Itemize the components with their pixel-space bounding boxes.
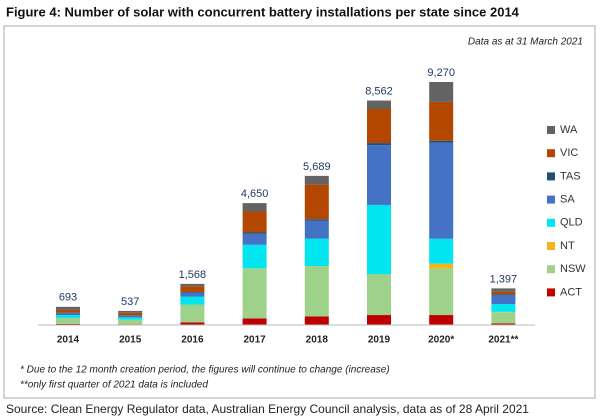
- bar-segment: [56, 309, 80, 313]
- bar-segment: [429, 140, 454, 143]
- legend-swatch: [547, 149, 555, 158]
- bar-segment: [56, 306, 80, 310]
- bar-segment: [242, 211, 267, 233]
- bar-segment: [56, 323, 80, 325]
- footnote: **only first quarter of 2021 data is inc…: [20, 380, 208, 391]
- total-label: 1,397: [490, 273, 518, 285]
- bar-segment: [304, 219, 329, 221]
- bar-segment: [367, 204, 391, 275]
- bar-segment: [367, 274, 391, 316]
- legend-label: TAS: [560, 170, 581, 182]
- bar-segment: [180, 283, 205, 287]
- bar-segment: [429, 238, 454, 264]
- bar-segment: [304, 184, 329, 220]
- legend-swatch: [547, 265, 555, 274]
- bar-segment: [491, 288, 516, 292]
- bar-segment: [118, 317, 143, 320]
- total-label: 537: [121, 296, 139, 308]
- bar-segment: [367, 143, 391, 146]
- bar-segment: [429, 263, 454, 269]
- bar-segment: [118, 319, 143, 325]
- bar-segment: [429, 82, 454, 102]
- x-tick-label: 2014: [57, 335, 80, 346]
- bar-segment: [118, 310, 143, 313]
- bar-segment: [180, 296, 205, 305]
- bar-segment: [429, 142, 454, 239]
- legend-swatch: [547, 195, 555, 204]
- footnote: * Due to the 12 month creation period, t…: [20, 365, 390, 376]
- x-tick-label: 2018: [306, 335, 329, 346]
- bar-segment: [56, 317, 80, 324]
- x-tick-label: 2020*: [428, 335, 454, 346]
- legend-label: ACT: [560, 286, 582, 298]
- legend-label: NT: [560, 240, 575, 252]
- bar-segment: [304, 238, 329, 267]
- bar-segment: [180, 322, 205, 325]
- subtitle: Data as at 31 March 2021: [468, 37, 583, 48]
- total-label: 9,270: [427, 67, 455, 79]
- bar-segment: [304, 266, 329, 317]
- bar-segment: [367, 315, 391, 325]
- bar-segment: [118, 312, 143, 316]
- bar-segment: [304, 316, 329, 325]
- bar-segment: [367, 109, 391, 144]
- bar-segment: [304, 220, 329, 239]
- x-tick-label: 2019: [368, 335, 391, 346]
- total-label: 4,650: [241, 188, 269, 200]
- bar-segment: [491, 312, 516, 324]
- bar-segment: [304, 175, 329, 185]
- legend-label: SA: [560, 194, 575, 206]
- bar-segment: [56, 312, 80, 316]
- bar-segment: [491, 295, 516, 305]
- bar-segment: [367, 274, 391, 275]
- legend-swatch: [547, 288, 555, 297]
- legend-label: VIC: [560, 147, 578, 159]
- x-tick-label: 2015: [119, 335, 142, 346]
- bar-segment: [429, 101, 454, 141]
- chart-title: Figure 4: Number of solar with concurren…: [6, 4, 520, 19]
- legend-swatch: [547, 218, 555, 227]
- bar-segment: [118, 315, 143, 318]
- x-tick-label: 2016: [181, 335, 204, 346]
- total-label: 693: [59, 292, 77, 304]
- bar-segment: [242, 244, 267, 269]
- legend-swatch: [547, 172, 555, 181]
- legend-label: WA: [560, 124, 578, 136]
- bar-segment: [491, 294, 516, 296]
- legend-swatch: [547, 126, 555, 134]
- bar-segment: [367, 100, 391, 109]
- bar-segment: [242, 268, 267, 319]
- source: Source: Clean Energy Regulator data, Aus…: [6, 402, 529, 416]
- total-label: 5,689: [303, 161, 331, 173]
- bar-segment: [242, 233, 267, 245]
- legend-swatch: [547, 242, 555, 250]
- bar-segment: [367, 145, 391, 205]
- bar-segment: [491, 304, 516, 312]
- bar-segment: [242, 318, 267, 325]
- chart-frame: [3, 25, 596, 399]
- bar-segment: [242, 232, 267, 234]
- x-tick-label: 2017: [243, 335, 266, 346]
- bar-segment: [180, 292, 205, 297]
- bar-segment: [491, 291, 516, 295]
- legend-label: QLD: [560, 217, 583, 229]
- bar-segment: [180, 304, 205, 323]
- bar-segment: [180, 291, 205, 293]
- bar-segment: [491, 323, 516, 325]
- bar-segment: [56, 315, 80, 318]
- total-label: 8,562: [365, 85, 393, 97]
- legend-label: NSW: [560, 263, 586, 275]
- x-tick-label: 2021**: [488, 335, 518, 346]
- bar-segment: [429, 315, 454, 325]
- bar-segment: [242, 203, 267, 212]
- total-label: 1,568: [179, 269, 207, 281]
- bar-segment: [429, 268, 454, 316]
- bar-segment: [180, 286, 205, 292]
